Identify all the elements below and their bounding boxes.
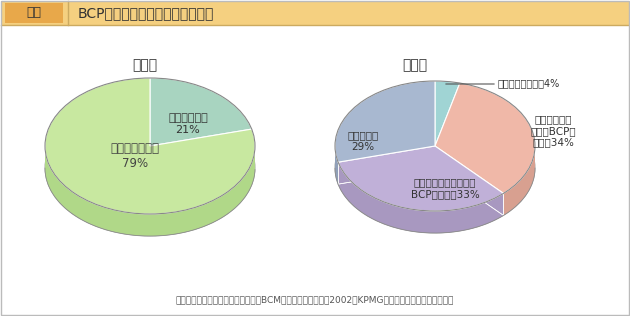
Polygon shape: [338, 146, 503, 211]
Bar: [5, 3, 63, 23]
Text: 現在策定中
29%: 現在策定中 29%: [347, 130, 379, 152]
Ellipse shape: [335, 103, 535, 233]
Polygon shape: [335, 146, 338, 184]
Text: 米　国: 米 国: [403, 58, 428, 72]
Text: 図３: 図３: [26, 7, 42, 20]
Text: 策定していない
79%: 策定していない 79%: [110, 142, 159, 170]
Text: 日　本: 日 本: [132, 58, 158, 72]
Polygon shape: [435, 83, 535, 193]
Text: 出典：ビジネス継続マネジメント（BCM）サーベイレポート2002（KPMGビジネスアシュアランス㈱）: 出典：ビジネス継続マネジメント（BCM）サーベイレポート2002（KPMGビジネ…: [176, 295, 454, 304]
Polygon shape: [45, 146, 255, 236]
Text: 策定していない　4%: 策定していない 4%: [498, 78, 560, 88]
Text: 特定部門を対象とした
BCPを策定　33%: 特定部門を対象とした BCPを策定 33%: [411, 177, 479, 199]
Ellipse shape: [45, 100, 255, 236]
Text: 全部門を対象
としたBCPを
策定　34%: 全部門を対象 としたBCPを 策定 34%: [530, 114, 576, 148]
Polygon shape: [338, 162, 503, 233]
Polygon shape: [45, 78, 255, 214]
Polygon shape: [503, 146, 535, 216]
Bar: [1, 1, 629, 25]
Polygon shape: [435, 81, 460, 146]
Polygon shape: [150, 78, 252, 146]
Text: BCPの策定状況における日米比較: BCPの策定状況における日米比較: [78, 6, 214, 20]
Polygon shape: [335, 81, 435, 162]
Text: 策定している
21%: 策定している 21%: [168, 113, 208, 135]
